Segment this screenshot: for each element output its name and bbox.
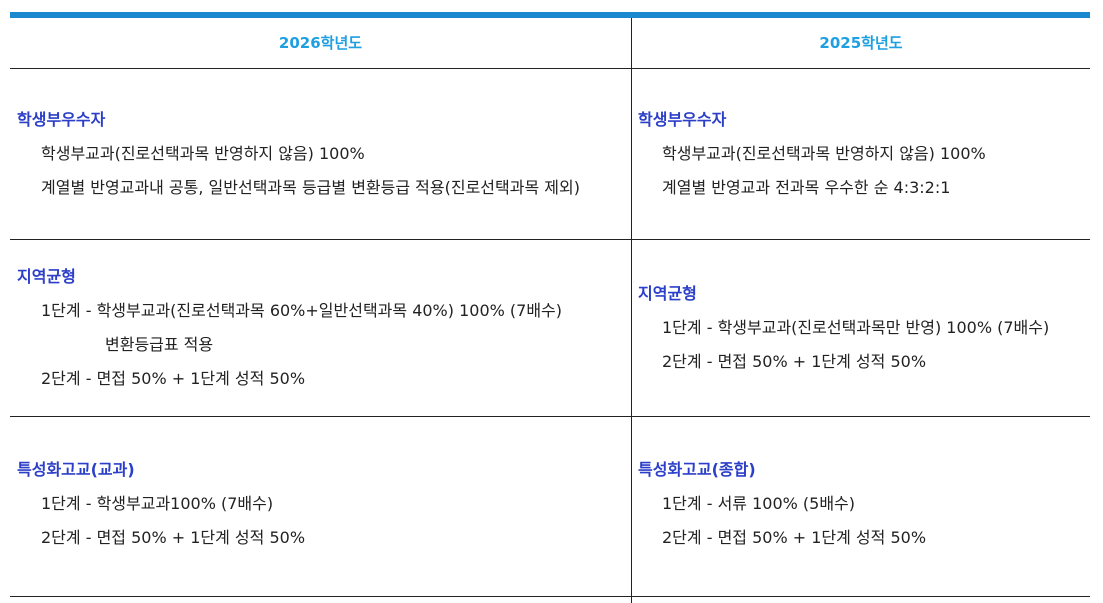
criteria-line: 1단계 - 학생부교과(진로선택과목 60%+일반선택과목 40%) 100% …	[41, 301, 563, 320]
cell-2026-vocational-hs: 특성화고교(교과) 1단계 - 학생부교과100% (7배수) 2단계 - 면접…	[17, 453, 305, 555]
criteria-line: 2단계 - 면접 50% + 1단계 성적 50%	[41, 528, 306, 547]
criteria-line: 1단계 - 학생부교과100% (7배수)	[41, 494, 274, 513]
header-2026: 2026학년도	[278, 34, 363, 52]
section-title: 지역균형	[638, 284, 697, 303]
cell-2025-vocational-hs: 특성화고교(종합) 1단계 - 서류 100% (5배수) 2단계 - 면접 5…	[638, 453, 926, 555]
criteria-line: 2단계 - 면접 50% + 1단계 성적 50%	[662, 528, 927, 547]
criteria-line: 1단계 - 학생부교과(진로선택과목만 반영) 100% (7배수)	[662, 318, 1050, 337]
section-title: 학생부우수자	[17, 110, 106, 129]
criteria-line: 2단계 - 면접 50% + 1단계 성적 50%	[662, 352, 927, 371]
cell-2026-regional-balance: 지역균형 1단계 - 학생부교과(진로선택과목 60%+일반선택과목 40%) …	[17, 260, 562, 396]
row-divider	[10, 416, 1090, 417]
criteria-line: 학생부교과(진로선택과목 반영하지 않음) 100%	[41, 144, 365, 163]
criteria-line: 계열별 반영교과 전과목 우수한 순 4:3:2:1	[662, 178, 951, 197]
section-title: 특성화고교(종합)	[638, 460, 756, 479]
column-divider	[631, 18, 632, 603]
cell-2025-excellent-student: 학생부우수자 학생부교과(진로선택과목 반영하지 않음) 100% 계열별 반영…	[638, 103, 986, 205]
row-divider	[10, 596, 1090, 597]
row-divider	[10, 68, 1090, 69]
criteria-line: 학생부교과(진로선택과목 반영하지 않음) 100%	[662, 144, 986, 163]
section-title: 특성화고교(교과)	[17, 460, 135, 479]
criteria-line: 1단계 - 서류 100% (5배수)	[662, 494, 856, 513]
section-title: 학생부우수자	[638, 110, 727, 129]
table-top-bar	[10, 12, 1090, 18]
criteria-line: 변환등급표 적용	[105, 335, 214, 354]
header-2025: 2025학년도	[819, 34, 903, 52]
cell-2026-excellent-student: 학생부우수자 학생부교과(진로선택과목 반영하지 않음) 100% 계열별 반영…	[17, 103, 580, 205]
row-divider	[10, 239, 1090, 240]
cell-2025-regional-balance: 지역균형 1단계 - 학생부교과(진로선택과목만 반영) 100% (7배수) …	[638, 277, 1049, 379]
section-title: 지역균형	[17, 267, 76, 286]
criteria-line: 계열별 반영교과내 공통, 일반선택과목 등급별 변환등급 적용(진로선택과목 …	[41, 178, 580, 197]
criteria-line: 2단계 - 면접 50% + 1단계 성적 50%	[41, 369, 306, 388]
